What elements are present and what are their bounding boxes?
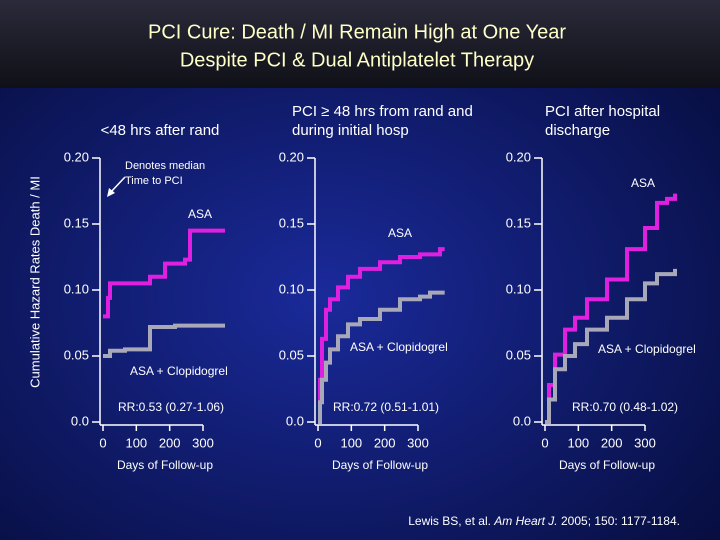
x-tick-label: 0 (314, 435, 321, 450)
x-tick-label: 0 (99, 435, 106, 450)
panel-title: discharge (545, 122, 610, 139)
y-tick-label: 0.0 (513, 413, 531, 428)
y-tick-label: 0.20 (279, 149, 304, 164)
x-axis-label: Days of Follow-up (332, 458, 428, 472)
citation: Lewis BS, et al. Am Heart J. 2005; 150: … (408, 514, 680, 528)
y-tick-label: 0.05 (506, 347, 531, 362)
x-tick-label: 200 (159, 435, 181, 450)
panel-title: <48 hrs after rand (101, 122, 220, 139)
annotation: Time to PCI (125, 175, 183, 187)
annotation: RR:0.72 (0.51-1.01) (333, 400, 439, 414)
x-tick-label: 100 (567, 435, 589, 450)
x-tick-label: 300 (634, 435, 656, 450)
title: PCI Cure: Death / MI Remain High at One … (148, 21, 566, 43)
step-line (318, 290, 445, 424)
step-line (318, 247, 445, 424)
series-label: ASA + Clopidogrel (598, 342, 696, 356)
x-tick-label: 300 (192, 435, 214, 450)
series-label: ASA + Clopidogrel (350, 340, 448, 354)
x-tick-label: 300 (407, 435, 429, 450)
annotation: Denotes median (125, 160, 205, 172)
x-tick-label: 100 (125, 435, 147, 450)
panel-title: PCI after hospital (545, 103, 660, 120)
step-line (103, 228, 225, 319)
x-axis-label: Days of Follow-up (117, 458, 213, 472)
y-tick-label: 0.15 (64, 215, 89, 230)
y-tick-label: 0.0 (286, 413, 304, 428)
series-label: ASA (631, 176, 655, 190)
annotation: RR:0.53 (0.27-1.06) (118, 400, 224, 414)
y-tick-label: 0.0 (71, 413, 89, 428)
series-label: ASA (188, 207, 212, 221)
arrow-head (107, 188, 115, 197)
citation-authors: Lewis BS, et al. (408, 514, 491, 528)
panel-title: PCI ≥ 48 hrs from rand and (292, 103, 473, 120)
y-tick-label: 0.20 (506, 149, 531, 164)
series-label: ASA + Clopidogrel (130, 364, 228, 378)
x-tick-label: 200 (601, 435, 623, 450)
y-tick-label: 0.15 (279, 215, 304, 230)
x-tick-label: 100 (340, 435, 362, 450)
step-line (103, 323, 225, 358)
y-axis-label: Cumulative Hazard Rates Death / MI (27, 176, 42, 388)
arrow (109, 176, 126, 194)
series-label: ASA (388, 226, 412, 240)
y-tick-label: 0.10 (506, 281, 531, 296)
citation-journal: Am Heart J. (493, 514, 557, 528)
x-tick-label: 200 (374, 435, 396, 450)
step-line (545, 268, 677, 424)
y-tick-label: 0.05 (279, 347, 304, 362)
citation-details: 2005; 150: 1177-1184. (561, 514, 680, 528)
x-axis-label: Days of Follow-up (559, 458, 655, 472)
annotation: RR:0.70 (0.48-1.02) (572, 400, 678, 414)
y-tick-label: 0.15 (506, 215, 531, 230)
step-line (545, 193, 677, 424)
y-tick-label: 0.10 (64, 281, 89, 296)
y-tick-label: 0.05 (64, 347, 89, 362)
title-band (0, 0, 720, 88)
x-tick-label: 0 (541, 435, 548, 450)
y-tick-label: 0.10 (279, 281, 304, 296)
panel-title: during initial hosp (292, 122, 409, 139)
title: Despite PCI & Dual Antiplatelet Therapy (180, 49, 534, 71)
y-tick-label: 0.20 (64, 149, 89, 164)
